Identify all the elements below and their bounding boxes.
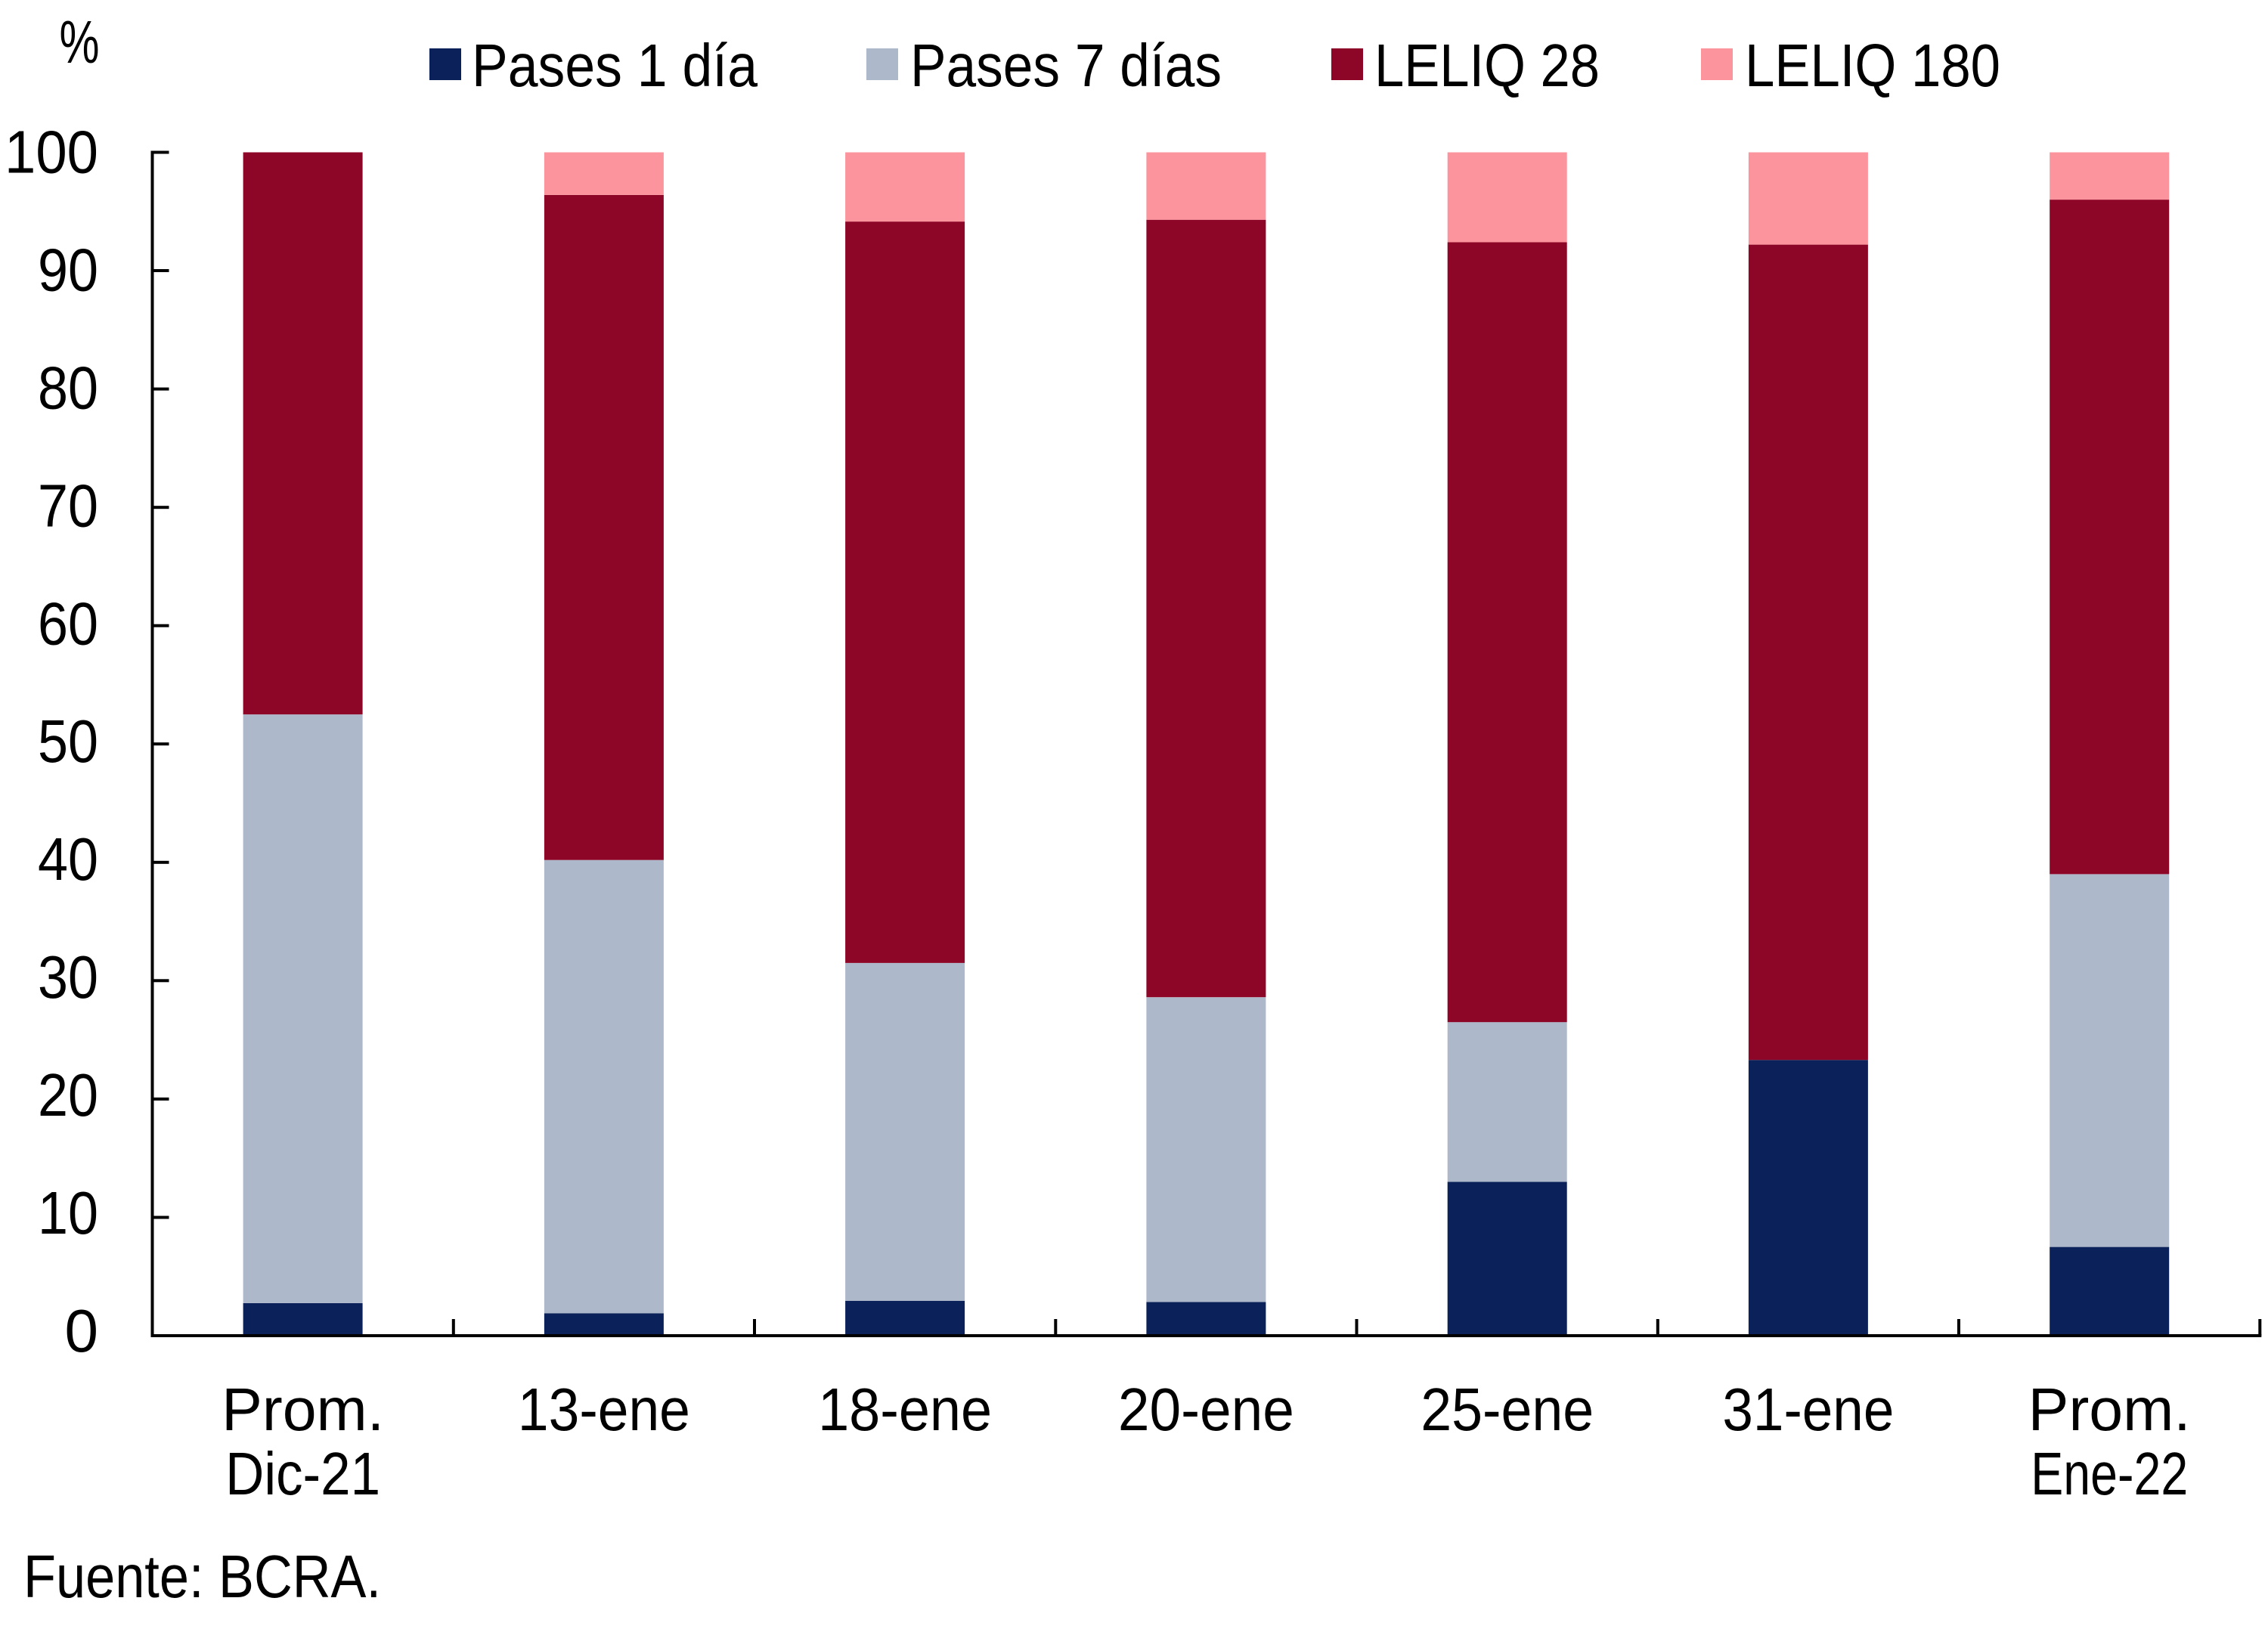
svg-text:40: 40 — [38, 825, 98, 893]
svg-text:31-ene: 31-ene — [1722, 1376, 1894, 1443]
svg-text:30: 30 — [38, 943, 98, 1011]
svg-text:Pases 7 días: Pases 7 días — [910, 32, 1222, 99]
svg-text:60: 60 — [38, 590, 98, 657]
svg-text:70: 70 — [38, 472, 98, 539]
svg-text:18-ene: 18-ene — [818, 1376, 992, 1443]
svg-text:25-ene: 25-ene — [1421, 1376, 1594, 1443]
svg-text:LELIQ 28: LELIQ 28 — [1374, 32, 1600, 99]
svg-text:Prom.: Prom. — [222, 1376, 384, 1443]
svg-text:20-ene: 20-ene — [1118, 1376, 1294, 1443]
svg-text:90: 90 — [38, 236, 98, 303]
svg-text:50: 50 — [38, 708, 98, 775]
svg-text:%: % — [60, 8, 100, 76]
svg-text:100: 100 — [5, 119, 98, 186]
svg-text:Pases 1 día: Pases 1 día — [472, 32, 758, 99]
svg-text:80: 80 — [38, 354, 98, 421]
svg-text:Ene-22: Ene-22 — [2031, 1440, 2188, 1507]
svg-text:0: 0 — [65, 1297, 99, 1364]
svg-text:LELIQ 180: LELIQ 180 — [1745, 32, 2000, 99]
svg-text:20: 20 — [38, 1061, 98, 1129]
svg-text:10: 10 — [38, 1179, 98, 1246]
svg-text:13-ene: 13-ene — [518, 1376, 690, 1443]
svg-text:Fuente: BCRA.: Fuente: BCRA. — [23, 1543, 381, 1610]
svg-text:Prom.: Prom. — [2028, 1376, 2191, 1443]
svg-text:Dic-21: Dic-21 — [225, 1440, 380, 1507]
